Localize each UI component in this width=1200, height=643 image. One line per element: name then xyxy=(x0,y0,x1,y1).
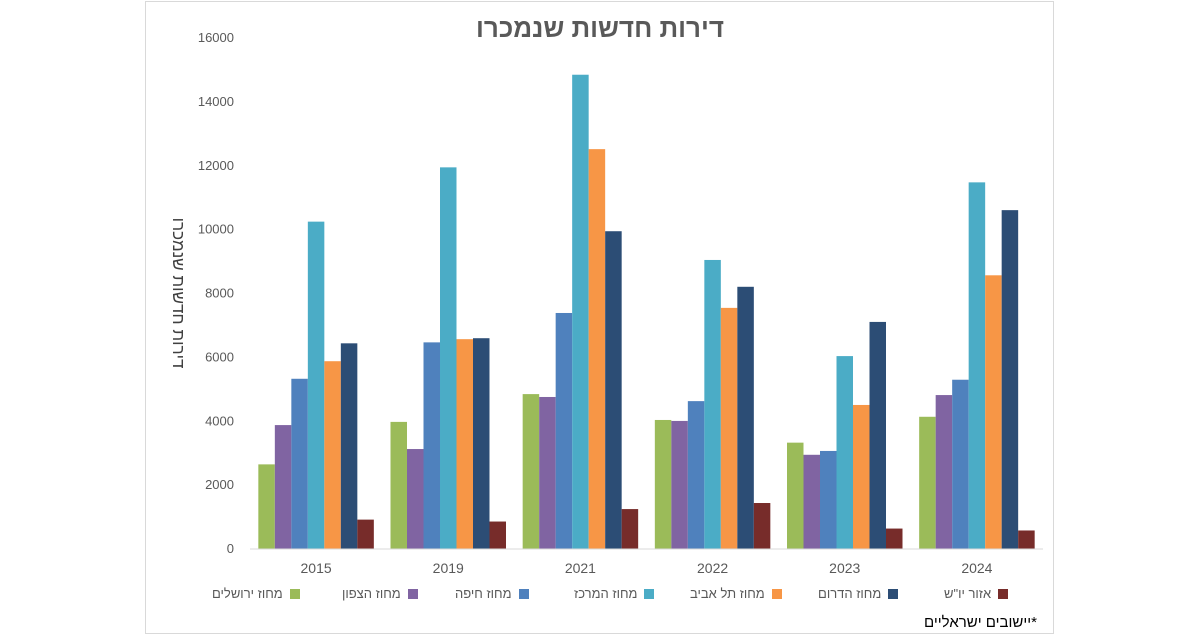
bar-2024-series-6 xyxy=(1018,530,1035,549)
bar-2023-series-1 xyxy=(803,454,820,549)
bar-2024-series-5 xyxy=(1001,210,1019,549)
bar-2022-series-5 xyxy=(737,286,754,549)
bar-2023-series-0 xyxy=(787,442,804,549)
bar-2023-series-6 xyxy=(886,528,903,549)
legend-item: אזור יו"ש xyxy=(944,586,1009,601)
bar-2019-series-0 xyxy=(390,421,407,549)
bar-2022-series-3 xyxy=(704,259,721,549)
bar-2021-series-6 xyxy=(621,509,639,549)
bar-2024-series-3 xyxy=(968,182,986,550)
legend-swatch xyxy=(644,588,655,599)
legend-swatch xyxy=(888,588,899,599)
bar-2021-series-5 xyxy=(605,231,622,550)
bar-2024-series-1 xyxy=(935,395,953,549)
bar-2015-series-4 xyxy=(324,361,341,549)
x-tick-label: 2023 xyxy=(829,560,860,576)
legend-swatch xyxy=(518,588,529,599)
legend-item: מחוז המרכז xyxy=(574,586,655,601)
bar-2021-series-2 xyxy=(555,312,573,549)
y-tick-label: 0 xyxy=(227,541,234,556)
bar-2022-series-0 xyxy=(654,419,672,549)
x-tick-label: 2024 xyxy=(961,560,992,576)
bar-2021-series-3 xyxy=(572,74,589,550)
bar-2023-series-3 xyxy=(836,356,853,549)
bar-2019-series-5 xyxy=(473,338,490,549)
y-tick-label: 16000 xyxy=(198,30,234,45)
legend-label: מחוז המרכז xyxy=(574,586,638,601)
legend: מחוז ירושלים מחוז הצפון מחוז חיפה מחוז המרכ… xyxy=(212,586,1042,606)
bar-2021-series-4 xyxy=(588,149,606,549)
y-tick-label: 10000 xyxy=(198,222,234,237)
legend-label: מחוז חיפה xyxy=(455,586,512,601)
legend-swatch xyxy=(998,588,1009,599)
legend-item: מחוז הדרום xyxy=(818,586,899,601)
legend-label: אזור יו"ש xyxy=(944,586,992,601)
legend-item: מחוז הצפון xyxy=(342,586,418,601)
bar-2023-series-2 xyxy=(820,450,837,549)
legend-item: מחוז ירושלים xyxy=(212,586,300,601)
bar-2022-series-1 xyxy=(671,420,688,549)
y-tick-label: 6000 xyxy=(205,349,234,364)
bar-2019-series-2 xyxy=(423,342,440,549)
bar-2023-series-5 xyxy=(869,321,886,549)
bar-2021-series-1 xyxy=(539,396,556,549)
bar-2015-series-5 xyxy=(340,343,358,549)
bar-2019-series-6 xyxy=(489,521,506,549)
bar-2024-series-2 xyxy=(952,379,969,549)
x-tick-label: 2021 xyxy=(565,560,596,576)
x-tick-label: 2019 xyxy=(433,560,464,576)
bar-2021-series-0 xyxy=(522,394,540,549)
y-tick-label: 8000 xyxy=(205,286,234,301)
legend-label: מחוז הצפון xyxy=(342,586,401,601)
legend-item: מחוז תל אביב xyxy=(690,586,782,601)
legend-swatch xyxy=(289,588,300,599)
bar-2024-series-0 xyxy=(919,416,936,549)
bar-2023-series-4 xyxy=(853,404,870,549)
x-tick-label: 2022 xyxy=(697,560,728,576)
y-axis-ticks: 0 2000 4000 6000 8000 10000 12000 14000 16000 xyxy=(198,30,234,556)
y-tick-label: 14000 xyxy=(198,94,234,109)
bar-2019-series-1 xyxy=(407,449,424,549)
chart-title: דירות חדשות שנמכרו xyxy=(476,13,724,43)
x-tick-label: 2015 xyxy=(301,560,332,576)
bar-2019-series-3 xyxy=(440,167,457,550)
bar-2022-series-6 xyxy=(753,503,771,549)
legend-swatch xyxy=(771,588,782,599)
bar-2019-series-4 xyxy=(456,339,473,549)
legend-item: מחוז חיפה xyxy=(455,586,529,601)
y-tick-label: 2000 xyxy=(205,477,234,492)
bar-2015-series-1 xyxy=(274,425,292,549)
legend-label: מחוז הדרום xyxy=(818,586,882,601)
bar-2015-series-0 xyxy=(258,464,275,549)
x-axis-ticks: 2015 2019 2021 2022 2023 2024 xyxy=(301,560,993,576)
y-tick-label: 12000 xyxy=(198,158,234,173)
y-tick-label: 4000 xyxy=(205,413,234,428)
bar-2022-series-2 xyxy=(687,401,705,549)
legend-swatch xyxy=(407,588,418,599)
bar-2015-series-2 xyxy=(291,378,308,549)
legend-label: מחוז ירושלים xyxy=(212,586,283,601)
bars xyxy=(258,74,1035,550)
bar-2015-series-6 xyxy=(357,519,374,549)
bar-2022-series-4 xyxy=(720,307,738,549)
footnote: *יישובים ישראליים xyxy=(924,614,1037,631)
bar-2015-series-3 xyxy=(307,221,325,549)
bar-2024-series-4 xyxy=(985,275,1002,549)
legend-label: מחוז תל אביב xyxy=(690,586,765,601)
